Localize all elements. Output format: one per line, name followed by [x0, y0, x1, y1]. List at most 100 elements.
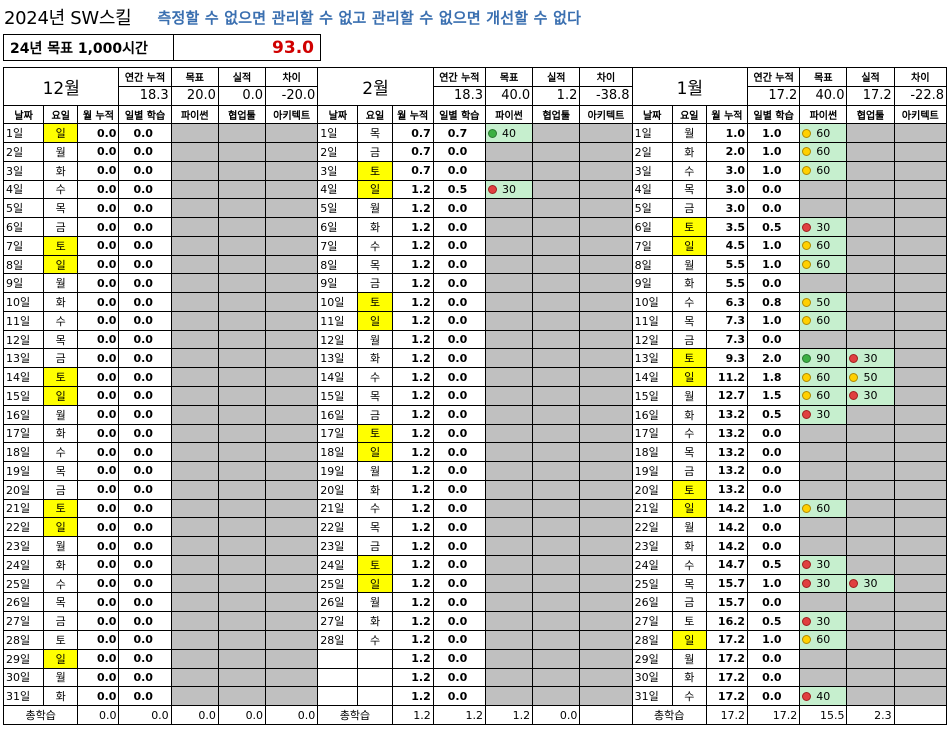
month-cumulative-cell[interactable]: 13.2 [705, 461, 749, 481]
month-cumulative-cell[interactable]: 17.2 [705, 667, 749, 688]
architect-cell[interactable] [265, 479, 319, 500]
collab-tool-cell[interactable] [532, 592, 581, 613]
python-cell[interactable]: 60 [799, 498, 848, 519]
month-cumulative-cell[interactable]: 14.2 [705, 517, 749, 538]
weekday-cell[interactable]: 목 [671, 442, 707, 463]
date-cell[interactable]: 2일 [2, 142, 45, 162]
collab-tool-cell[interactable] [217, 573, 267, 594]
python-cell[interactable] [484, 648, 534, 669]
daily-study-cell[interactable]: 2.0 [747, 348, 801, 369]
weekday-cell[interactable]: 수 [357, 235, 393, 256]
weekday-cell[interactable]: 월 [43, 536, 79, 556]
date-cell[interactable] [317, 667, 359, 688]
month-cumulative-cell[interactable]: 0.0 [77, 160, 120, 181]
architect-cell[interactable] [265, 348, 319, 369]
month-cumulative-cell[interactable]: 0.7 [391, 123, 434, 144]
collab-tool-cell[interactable] [217, 479, 267, 500]
daily-study-cell[interactable]: 0.5 [747, 611, 801, 631]
architect-cell[interactable] [893, 329, 948, 350]
python-cell[interactable]: 60 [799, 235, 848, 256]
month-cumulative-cell[interactable]: 5.5 [705, 273, 749, 294]
weekday-cell[interactable]: 월 [43, 667, 79, 688]
collab-tool-cell[interactable] [217, 123, 267, 144]
month-cumulative-cell[interactable]: 0.0 [77, 554, 120, 575]
date-cell[interactable]: 24일 [2, 554, 45, 575]
weekday-cell[interactable]: 일 [671, 629, 707, 650]
weekday-cell[interactable]: 화 [671, 142, 707, 162]
collab-tool-cell[interactable] [846, 686, 895, 707]
daily-study-cell[interactable]: 1.0 [747, 123, 801, 144]
weekday-cell[interactable]: 수 [43, 442, 79, 463]
python-cell[interactable] [484, 498, 534, 519]
date-cell[interactable]: 8일 [631, 254, 673, 275]
python-cell[interactable] [170, 686, 219, 707]
weekday-cell[interactable]: 수 [357, 367, 393, 388]
daily-study-cell[interactable]: 0.0 [118, 292, 172, 312]
month-cumulative-cell[interactable]: 0.0 [77, 479, 120, 500]
collab-tool-cell[interactable] [532, 423, 581, 444]
python-cell[interactable] [170, 629, 219, 650]
weekday-cell[interactable]: 화 [357, 611, 393, 631]
target-value[interactable]: 40.0 [484, 85, 534, 106]
daily-study-cell[interactable]: 0.0 [432, 686, 486, 707]
architect-cell[interactable] [579, 217, 633, 237]
month-cumulative-cell[interactable]: 1.2 [391, 536, 434, 556]
daily-study-cell[interactable]: 0.0 [432, 235, 486, 256]
daily-study-cell[interactable]: 0.0 [432, 160, 486, 181]
architect-cell[interactable] [265, 498, 319, 519]
daily-study-cell[interactable]: 0.0 [432, 386, 486, 406]
collab-tool-cell[interactable] [217, 235, 267, 256]
python-cell[interactable] [170, 348, 219, 369]
architect-cell[interactable] [893, 367, 948, 388]
daily-study-cell[interactable]: 0.0 [432, 498, 486, 519]
collab-tool-cell[interactable] [217, 310, 267, 331]
month-cumulative-cell[interactable]: 0.0 [77, 123, 120, 144]
collab-tool-cell[interactable] [217, 142, 267, 162]
python-cell[interactable] [484, 142, 534, 162]
daily-study-cell[interactable]: 0.0 [747, 536, 801, 556]
daily-study-cell[interactable]: 0.0 [432, 442, 486, 463]
date-cell[interactable]: 22일 [317, 517, 359, 538]
collab-tool-cell[interactable] [217, 292, 267, 312]
date-cell[interactable]: 5일 [2, 198, 45, 219]
weekday-cell[interactable]: 수 [671, 423, 707, 444]
month-cumulative-cell[interactable]: 0.0 [77, 348, 120, 369]
python-cell[interactable] [484, 479, 534, 500]
collab-tool-cell[interactable] [846, 479, 895, 500]
architect-cell[interactable] [265, 235, 319, 256]
python-cell[interactable] [484, 686, 534, 707]
date-cell[interactable]: 7일 [631, 235, 673, 256]
date-cell[interactable]: 5일 [317, 198, 359, 219]
collab-tool-cell[interactable] [532, 517, 581, 538]
summary-value[interactable]: 0.0 [118, 705, 172, 725]
architect-cell[interactable] [579, 686, 633, 707]
month-cumulative-cell[interactable]: 17.2 [705, 686, 749, 707]
month-cumulative-cell[interactable]: 7.3 [705, 310, 749, 331]
python-cell[interactable] [170, 160, 219, 181]
weekday-cell[interactable]: 월 [43, 404, 79, 425]
collab-tool-cell[interactable] [846, 461, 895, 481]
month-cumulative-cell[interactable]: 0.0 [77, 142, 120, 162]
date-cell[interactable]: 25일 [2, 573, 45, 594]
daily-study-cell[interactable]: 0.5 [747, 554, 801, 575]
weekday-cell[interactable]: 수 [357, 498, 393, 519]
date-cell[interactable]: 15일 [631, 386, 673, 406]
python-cell[interactable] [799, 198, 848, 219]
collab-tool-cell[interactable] [846, 517, 895, 538]
python-cell[interactable] [484, 348, 534, 369]
month-cumulative-cell[interactable]: 0.0 [77, 442, 120, 463]
architect-cell[interactable] [265, 329, 319, 350]
date-cell[interactable]: 9일 [631, 273, 673, 294]
collab-tool-cell[interactable] [532, 142, 581, 162]
month-cumulative-cell[interactable]: 1.2 [391, 198, 434, 219]
architect-cell[interactable] [265, 367, 319, 388]
collab-tool-cell[interactable] [217, 273, 267, 294]
python-cell[interactable] [170, 573, 219, 594]
weekday-cell[interactable]: 목 [43, 461, 79, 481]
collab-tool-cell[interactable] [846, 554, 895, 575]
date-cell[interactable]: 16일 [317, 404, 359, 425]
month-cumulative-cell[interactable]: 1.2 [391, 367, 434, 388]
daily-study-cell[interactable]: 1.8 [747, 367, 801, 388]
summary-value[interactable]: 17.2 [705, 705, 749, 725]
date-cell[interactable]: 27일 [317, 611, 359, 631]
